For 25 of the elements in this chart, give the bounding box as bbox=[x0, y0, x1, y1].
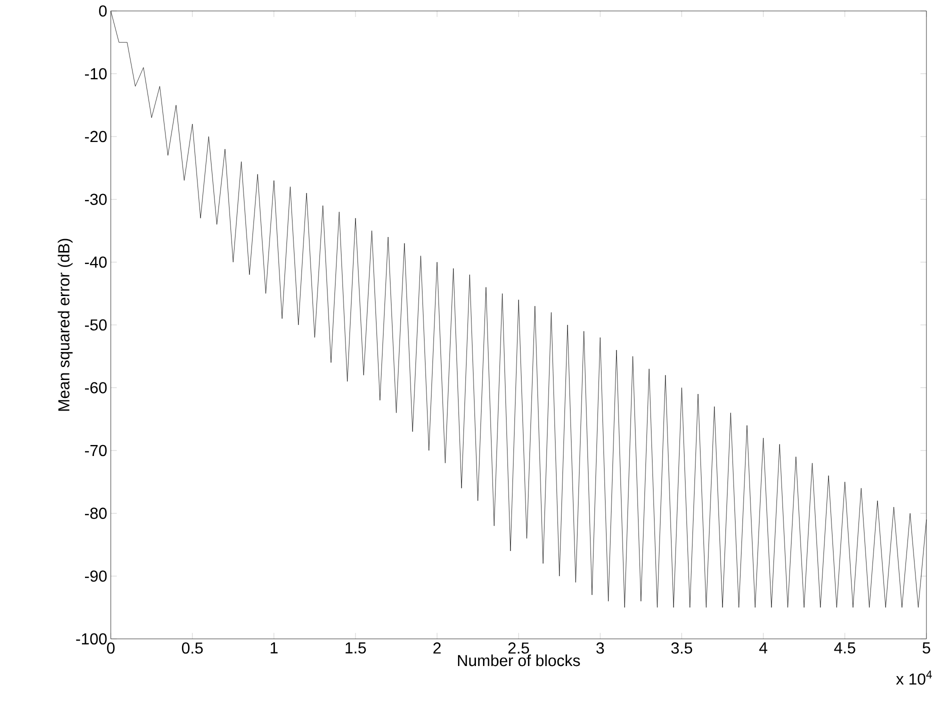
x-tick-label: 0.5 bbox=[182, 642, 203, 654]
x-tick-label: 3 bbox=[596, 642, 604, 654]
x-tick-label: 2 bbox=[433, 642, 441, 654]
y-tick-label: 0 bbox=[99, 5, 107, 17]
x-tick-label: 3.5 bbox=[671, 642, 692, 654]
x-tick-label: 0 bbox=[107, 642, 115, 654]
y-tick-label: -40 bbox=[85, 256, 107, 268]
y-tick-label: -20 bbox=[85, 131, 107, 142]
y-tick-label: -50 bbox=[85, 319, 107, 331]
x-tick-label: 1.5 bbox=[346, 642, 366, 654]
x-tick-label: 1 bbox=[270, 642, 278, 654]
y-tick-label: -100 bbox=[76, 633, 107, 645]
x-tick-label: 5 bbox=[922, 642, 930, 654]
y-tick-label: -80 bbox=[85, 508, 107, 520]
x-tick-label: 4.5 bbox=[834, 642, 856, 654]
x-axis-title: Number of blocks bbox=[458, 654, 580, 666]
y-tick-label: -30 bbox=[85, 194, 107, 206]
text: x 10$^{4}$ bbox=[896, 670, 932, 685]
y-tick-label: -90 bbox=[85, 570, 107, 582]
y-axis-title: Mean squared error (dB) bbox=[58, 238, 73, 411]
x-tick-label: 2.5 bbox=[508, 642, 529, 654]
y-tick-label: -60 bbox=[85, 382, 107, 394]
y-tick-label: -10 bbox=[85, 68, 107, 80]
x-tick-label: 4 bbox=[759, 642, 768, 654]
y-tick-label: -70 bbox=[85, 445, 107, 456]
